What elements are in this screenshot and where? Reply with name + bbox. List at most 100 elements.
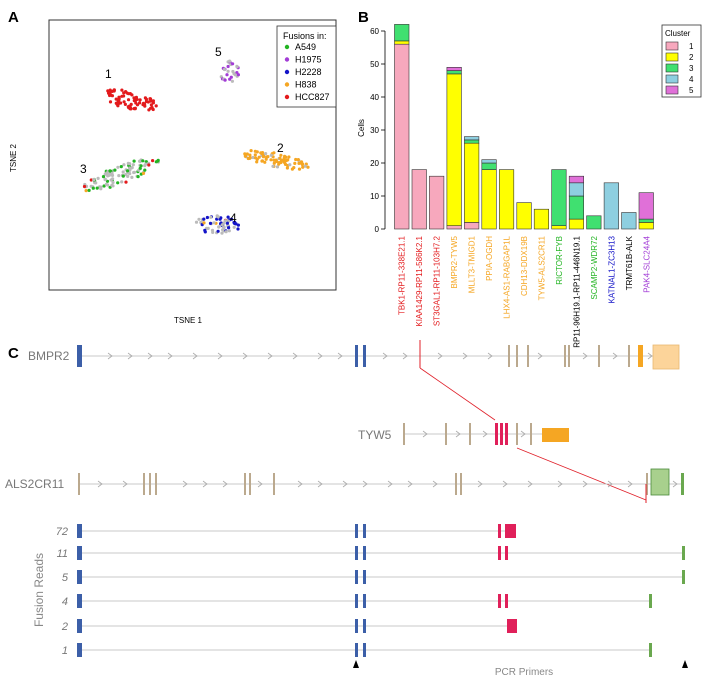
bmpr2-exon — [527, 345, 529, 367]
legend-marker — [284, 69, 290, 75]
tsne-point — [156, 158, 160, 162]
cluster-legend-swatch — [665, 41, 679, 51]
legend-label-hcc827: HCC827 — [295, 92, 330, 102]
tsne-point — [139, 164, 143, 168]
tsne-point — [114, 101, 118, 105]
legend-label-h1975: H1975 — [295, 55, 322, 65]
tsne-point — [248, 153, 252, 157]
bar-segment — [638, 192, 654, 220]
tsne-point — [206, 226, 210, 230]
als2cr11-exon — [149, 473, 151, 495]
tsne-point — [126, 92, 131, 96]
direction-arrow — [537, 352, 543, 360]
tyw5-direction-arrows — [422, 430, 526, 438]
tyw5-exon — [530, 423, 532, 445]
direction-arrow — [217, 352, 223, 360]
cluster-label-4: 4 — [230, 211, 237, 225]
tsne-point — [126, 161, 130, 165]
bar-segment — [533, 208, 550, 230]
bar-category-label: MLLT3-TMIGD1 — [468, 235, 477, 293]
direction-arrow — [647, 352, 653, 360]
tsne-point — [229, 75, 233, 79]
cluster-legend-label: 2 — [689, 53, 694, 62]
tsne-point — [277, 162, 281, 166]
bar-category-label: BMPR2-TYW5 — [450, 235, 459, 288]
tsne-point — [217, 225, 221, 229]
fusion-read-exon — [363, 570, 366, 584]
tsne-point — [121, 174, 125, 178]
y-tick-label: 60 — [370, 27, 379, 36]
direction-arrow — [462, 352, 468, 360]
tsne-point — [205, 215, 209, 220]
bmpr2-exon — [628, 345, 630, 367]
tsne-point — [113, 168, 117, 172]
fusion-read-rows: 72 11 5 4 2 1 — [56, 524, 685, 657]
tsne-point — [91, 186, 95, 190]
bar-category-label: ST3GAL1-RP11-103H7.2 — [433, 235, 442, 326]
fusion-read-exon — [355, 643, 358, 657]
y-tick-label: 30 — [370, 126, 379, 135]
legend-label-h2228: H2228 — [295, 67, 322, 77]
bar-segment — [638, 218, 654, 223]
fusion-read-exon — [649, 643, 652, 657]
fusion-read-exon — [649, 594, 652, 608]
bar-segment — [568, 218, 585, 230]
tsne-point — [222, 225, 226, 229]
tsne-point — [225, 221, 229, 225]
tyw5-exon — [403, 423, 405, 445]
tsne-point — [275, 165, 280, 169]
tsne-point — [283, 161, 287, 165]
bar-category-label: SCAMP2-WDR72 — [590, 235, 599, 299]
tsne-point — [116, 165, 120, 169]
cluster-legend-swatch — [665, 85, 679, 95]
cluster-legend-label: 4 — [689, 75, 694, 84]
cluster-legend-label: 3 — [689, 64, 694, 73]
tsne-point — [106, 174, 110, 178]
tsne-point — [138, 101, 142, 105]
als2cr11-exon — [455, 473, 457, 495]
tsne-point — [269, 153, 273, 157]
tsne-point — [203, 228, 207, 232]
bar-segment — [394, 40, 410, 45]
fusion-read-exon — [505, 594, 508, 608]
tsne-point — [108, 93, 112, 97]
bar-segment — [481, 159, 497, 164]
bar-segment — [568, 175, 585, 184]
tsne-point — [105, 171, 109, 175]
tsne-point — [119, 101, 123, 105]
fusion-read-exon — [682, 546, 685, 560]
tsne-point — [202, 217, 206, 221]
tsne-point — [136, 175, 140, 179]
fusion-read-exon — [355, 594, 358, 608]
tsne-legend-items: A549 H1975 H2228 H838 HCC827 — [284, 42, 330, 102]
direction-arrow — [627, 480, 633, 488]
cluster-label-3: 3 — [80, 162, 87, 176]
tsne-point — [225, 73, 229, 77]
tsne-point — [253, 156, 258, 160]
bar-segment — [551, 169, 567, 227]
bar-panel: 0 10 20 30 40 50 60 Cells TBK1-RP11-338E21.1 KI… — [357, 24, 702, 348]
tsne-point — [287, 155, 291, 159]
tsne-point — [220, 231, 224, 235]
cluster-label-5: 5 — [215, 45, 222, 59]
tsne-point — [132, 159, 136, 163]
fusion-read-exon — [77, 594, 82, 608]
tsne-point — [132, 96, 136, 100]
bars — [394, 24, 654, 230]
tsne-point — [146, 100, 150, 104]
direction-arrow — [520, 430, 526, 438]
legend-label-h838: H838 — [295, 80, 317, 90]
tsne-point — [123, 102, 127, 106]
direction-arrow — [387, 480, 393, 488]
tsne-y-label: TSNE 2 — [9, 143, 18, 172]
pcr-primer-marker-right — [682, 660, 688, 668]
tsne-point — [143, 168, 147, 172]
tsne-point — [124, 180, 128, 184]
tsne-point — [260, 159, 264, 163]
direction-arrow — [337, 352, 343, 360]
tsne-point — [141, 159, 145, 163]
bmpr2-direction-arrows — [107, 352, 653, 360]
als2cr11-exon — [244, 473, 246, 495]
y-tick-label: 10 — [370, 192, 379, 201]
direction-arrow — [612, 352, 618, 360]
